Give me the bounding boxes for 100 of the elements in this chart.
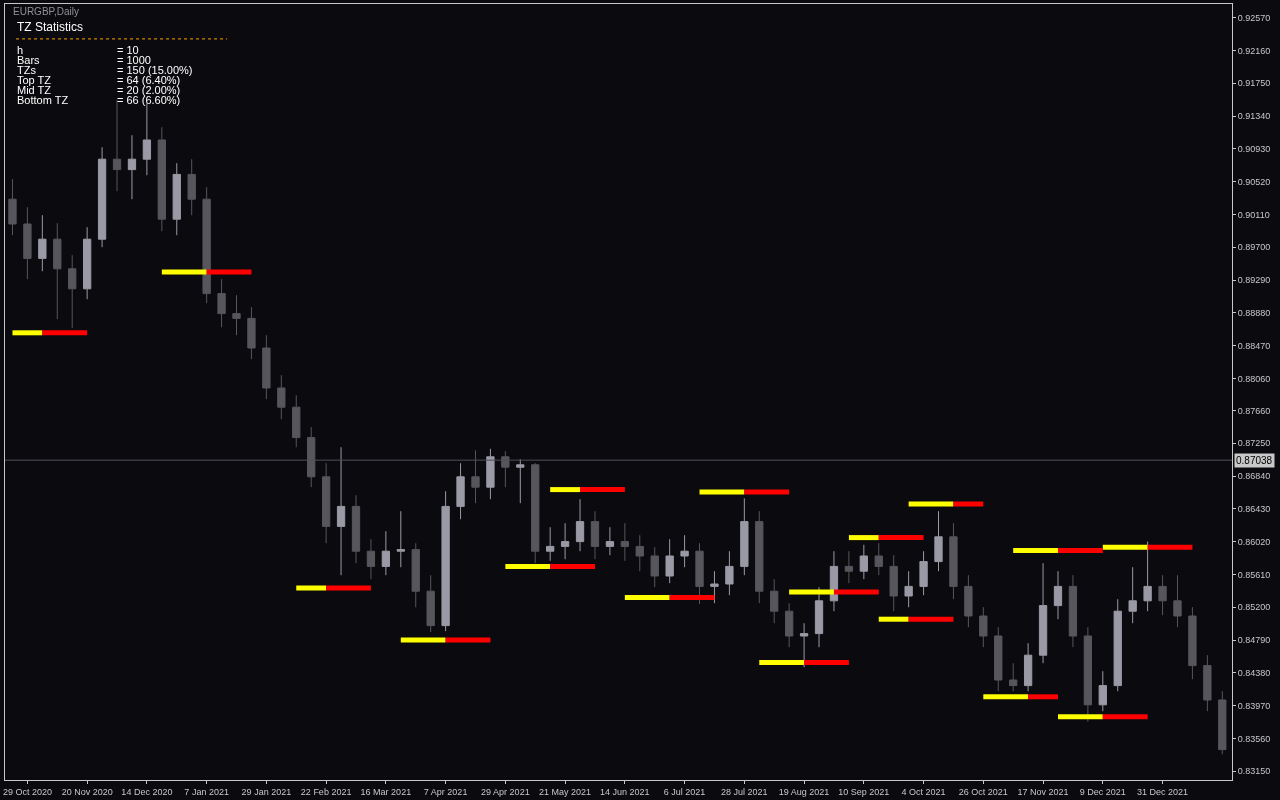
candlestick [351, 494, 361, 564]
candlestick [994, 626, 1003, 692]
candlestick [336, 446, 346, 576]
annotation: h [17, 44, 24, 56]
candlestick [844, 550, 854, 584]
x-tick-label: 17 Nov 2021 [1017, 786, 1069, 797]
candlestick [1083, 626, 1093, 723]
y-tick-label: 0.86020 [1237, 536, 1271, 547]
candlestick [112, 99, 122, 192]
x-tick-label: 4 Oct 2021 [901, 786, 946, 797]
y-tick-label: 0.83150 [1237, 766, 1271, 777]
y-tick-label: 0.86430 [1237, 503, 1271, 514]
x-tick-label: 10 Sep 2021 [838, 786, 890, 797]
x-tick-label: 28 Jul 2021 [721, 786, 768, 797]
candlestick [157, 126, 166, 232]
x-tick-label: 7 Jan 2021 [184, 786, 229, 797]
x-tick-label: 29 Apr 2021 [481, 786, 530, 797]
candlestick [262, 334, 271, 400]
candlestick [919, 550, 928, 596]
candlestick [1023, 642, 1033, 692]
candlestick [620, 522, 630, 562]
y-tick-label: 0.84380 [1237, 667, 1271, 678]
ref-line-label: 0.87038 [1236, 455, 1273, 466]
candlestick [635, 534, 644, 572]
candlestick [799, 622, 809, 668]
x-tick-label: 19 Aug 2021 [778, 786, 830, 797]
candlestick [217, 278, 226, 328]
candlestick [23, 206, 32, 280]
candlestick [516, 458, 525, 504]
x-tick-label: 22 Feb 2021 [300, 786, 352, 797]
candlestick [979, 606, 988, 648]
candlestick [546, 526, 555, 562]
candlestick [53, 222, 62, 320]
x-tick-label: 29 Jan 2021 [241, 786, 292, 797]
candlestick [97, 146, 107, 248]
candlestick [695, 542, 704, 605]
x-tick-label: 21 May 2021 [539, 786, 592, 797]
y-tick-label: 0.85200 [1237, 602, 1271, 613]
candlestick [321, 462, 331, 544]
candlestick [1053, 570, 1063, 620]
y-tick-label: 0.85610 [1237, 569, 1271, 580]
candlestick [949, 522, 958, 600]
candlestick [456, 462, 465, 520]
candlestick [277, 374, 286, 420]
candlestick [1128, 566, 1137, 624]
annotation: = 1000 [117, 54, 151, 66]
candlestick [710, 570, 719, 604]
candlestick [725, 550, 734, 596]
candlestick [590, 510, 600, 560]
x-tick-label: 14 Dec 2020 [121, 786, 173, 797]
candlestick [1218, 690, 1227, 755]
candlestick [1158, 574, 1167, 616]
annotation: TZs [17, 64, 37, 76]
candlestick [770, 578, 779, 624]
y-tick-label: 0.90110 [1237, 209, 1270, 220]
x-tick-label: 7 Apr 2021 [423, 786, 468, 797]
candlestick [1113, 598, 1122, 692]
annotation: = 10 [117, 44, 139, 56]
y-tick-label: 0.87660 [1237, 405, 1271, 416]
candlestick [680, 534, 689, 568]
candlestick [874, 542, 883, 576]
candlestick [38, 214, 47, 272]
y-tick-label: 0.90520 [1237, 176, 1271, 187]
annotation: = 150 (15.00%) [117, 64, 193, 76]
candlestick [247, 306, 256, 360]
candlestick [784, 602, 794, 648]
x-tick-label: 16 Mar 2021 [360, 786, 412, 797]
candlestick [665, 538, 674, 584]
y-tick-label: 0.88060 [1237, 373, 1271, 384]
y-tick-label: 0.91340 [1237, 111, 1271, 122]
candlestick [964, 574, 973, 628]
candlestick [650, 546, 659, 588]
x-tick-label: 20 Nov 2020 [61, 786, 113, 797]
candlestick [232, 294, 241, 336]
candlestick [411, 542, 420, 608]
candlestick [934, 510, 943, 572]
candlestick [1143, 541, 1152, 612]
candlestick [1203, 654, 1212, 712]
candlestick [381, 530, 391, 576]
candlestick [904, 570, 913, 608]
candlestick [68, 254, 77, 329]
y-tick-label: 0.90930 [1237, 143, 1271, 154]
candlestick [1038, 562, 1048, 664]
candlestick [8, 178, 17, 236]
y-tick-label: 0.89290 [1237, 275, 1271, 286]
candlestick [1173, 574, 1182, 628]
y-tick-label: 0.88470 [1237, 340, 1271, 351]
x-tick-label: 6 Jul 2021 [663, 786, 706, 797]
y-tick-label: 0.89700 [1237, 242, 1271, 253]
y-tick-label: 0.92570 [1237, 12, 1271, 23]
y-tick-label: 0.86840 [1237, 471, 1271, 482]
candlestick [187, 158, 196, 216]
annotation: Bars [17, 54, 41, 66]
candlestick [82, 226, 92, 300]
y-tick-label: 0.83560 [1237, 733, 1271, 744]
x-tick-label: 26 Oct 2021 [958, 786, 1008, 797]
y-tick-label: 0.87250 [1237, 438, 1271, 449]
candlestick [426, 574, 435, 633]
candlestick [292, 394, 301, 448]
y-tick-label: 0.84790 [1237, 635, 1271, 646]
